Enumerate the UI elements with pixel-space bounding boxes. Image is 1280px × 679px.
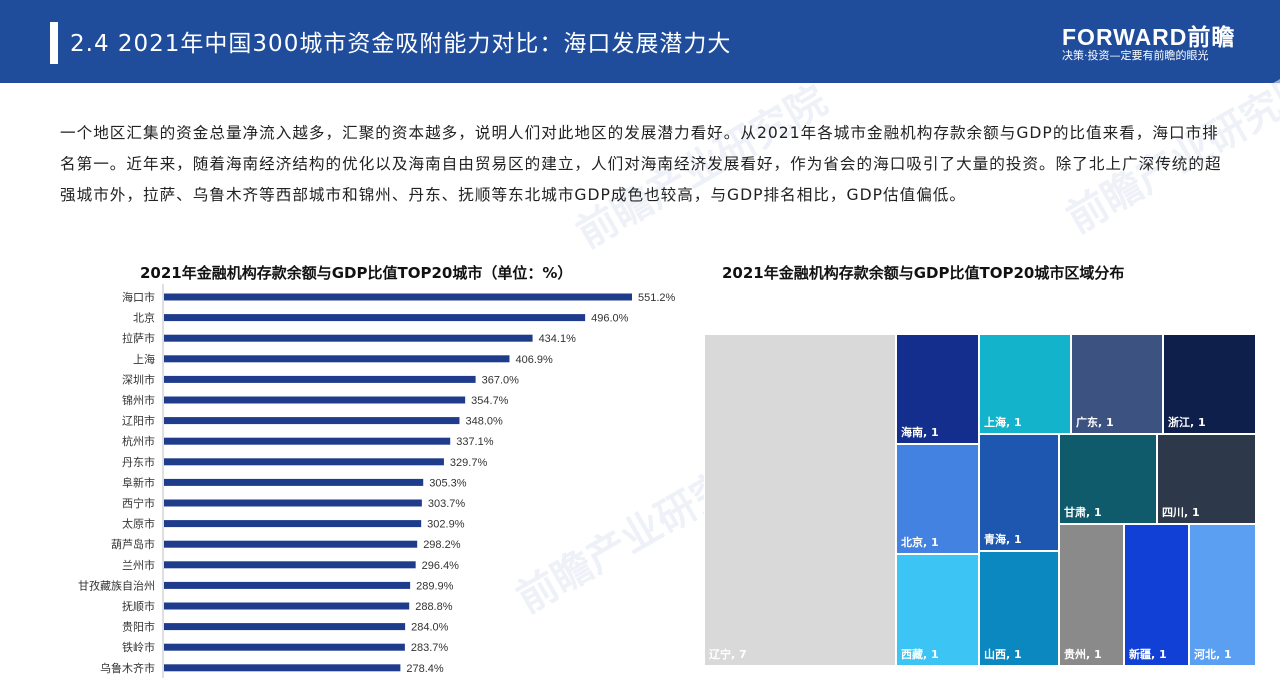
bar bbox=[164, 396, 466, 404]
value-label: 406.9% bbox=[515, 354, 553, 366]
treemap-cell bbox=[895, 334, 980, 445]
treemap-cell bbox=[1058, 523, 1125, 666]
bar bbox=[164, 602, 410, 610]
bar bbox=[164, 581, 411, 589]
category-label: 丹东市 bbox=[122, 455, 155, 469]
bar bbox=[164, 478, 424, 486]
value-label: 434.1% bbox=[539, 333, 577, 345]
value-label: 329.7% bbox=[450, 457, 488, 469]
category-label: 北京 bbox=[133, 311, 155, 325]
category-label: 拉萨市 bbox=[122, 331, 155, 345]
treemap-cell bbox=[895, 553, 980, 666]
treemap-cell bbox=[704, 334, 897, 666]
category-label: 太原市 bbox=[122, 517, 155, 531]
category-label: 甘孜藏族自治州 bbox=[78, 578, 155, 592]
value-label: 283.7% bbox=[411, 642, 449, 654]
header-accent bbox=[50, 22, 58, 64]
treemap-chart: 辽宁, 7 海南, 1 上海, 1 广东, 1 浙江, 1 北京, 1 青海, 1 甘肃, 1… bbox=[704, 334, 1256, 666]
treemap-title: 2021年金融机构存款余额与GDP比值TOP20城市区域分布 bbox=[722, 264, 1125, 282]
category-label: 深圳市 bbox=[122, 372, 155, 386]
intro-paragraph: 一个地区汇集的资金总量净流入越多，汇聚的资本越多，说明人们对此地区的发展潜力看好… bbox=[60, 124, 1222, 204]
treemap-label: 广东, 1 bbox=[1076, 415, 1114, 429]
treemap-cell bbox=[1123, 523, 1190, 666]
category-label: 西宁市 bbox=[122, 496, 155, 510]
value-label: 302.9% bbox=[427, 519, 465, 531]
bar bbox=[164, 664, 401, 672]
value-label: 298.2% bbox=[423, 539, 461, 551]
bar bbox=[164, 375, 476, 383]
treemap-label: 青海, 1 bbox=[984, 532, 1022, 546]
treemap-label: 河北, 1 bbox=[1194, 647, 1232, 661]
page-title: 2.4 2021年中国300城市资金吸附能力对比：海口发展潜力大 bbox=[70, 31, 732, 57]
bar bbox=[164, 499, 422, 507]
bar bbox=[164, 540, 418, 548]
bar-chart: 海口市 551.2% 北京 496.0% 拉萨市 434.1% 上海 406.9% 深圳市 367… bbox=[78, 284, 676, 678]
category-label: 阜新市 bbox=[122, 475, 155, 489]
value-label: 551.2% bbox=[638, 292, 676, 304]
value-label: 305.3% bbox=[429, 477, 467, 489]
value-label: 337.1% bbox=[456, 436, 494, 448]
category-label: 杭州市 bbox=[122, 434, 155, 448]
treemap-label: 四川, 1 bbox=[1162, 506, 1200, 519]
value-label: 367.0% bbox=[482, 374, 520, 386]
treemap-label: 上海, 1 bbox=[984, 415, 1022, 429]
value-label: 288.8% bbox=[415, 601, 453, 613]
category-label: 辽阳市 bbox=[122, 414, 155, 428]
category-label: 贵阳市 bbox=[122, 620, 155, 634]
category-label: 葫芦岛市 bbox=[111, 537, 155, 551]
category-label: 海口市 bbox=[122, 290, 155, 304]
bar bbox=[164, 293, 632, 301]
treemap-label: 辽宁, 7 bbox=[709, 647, 747, 661]
bar bbox=[164, 355, 510, 363]
treemap-cell bbox=[978, 334, 1072, 435]
treemap-cell bbox=[978, 433, 1060, 552]
category-label: 锦州市 bbox=[122, 393, 155, 407]
bar bbox=[164, 643, 405, 651]
treemap-label: 贵州, 1 bbox=[1064, 647, 1102, 661]
brand-logo: FORWARD前瞻 bbox=[1062, 24, 1236, 50]
bar-chart-title: 2021年金融机构存款余额与GDP比值TOP20城市（单位：%） bbox=[140, 264, 573, 282]
treemap-cell bbox=[978, 550, 1060, 666]
bar bbox=[164, 561, 416, 569]
value-label: 289.9% bbox=[416, 580, 454, 592]
value-label: 496.0% bbox=[591, 313, 629, 325]
treemap-label: 海南, 1 bbox=[901, 425, 939, 439]
bar bbox=[164, 458, 444, 466]
treemap-label: 西藏, 1 bbox=[901, 647, 939, 661]
category-label: 兰州市 bbox=[122, 558, 155, 572]
bar bbox=[164, 623, 406, 631]
header-bar: 2.4 2021年中国300城市资金吸附能力对比：海口发展潜力大 FORWARD… bbox=[0, 0, 1280, 83]
bar bbox=[164, 314, 586, 322]
treemap-label: 甘肃, 1 bbox=[1064, 505, 1102, 519]
treemap-cell bbox=[1070, 334, 1164, 435]
treemap-label: 北京, 1 bbox=[901, 535, 939, 549]
value-label: 296.4% bbox=[422, 560, 460, 572]
category-label: 乌鲁木齐市 bbox=[100, 661, 155, 675]
treemap-cell bbox=[1162, 334, 1256, 435]
value-label: 284.0% bbox=[411, 622, 449, 634]
bar bbox=[164, 334, 533, 342]
treemap-cell bbox=[1188, 523, 1256, 666]
category-label: 铁岭市 bbox=[122, 640, 155, 654]
category-label: 抚顺市 bbox=[122, 599, 155, 613]
treemap-label: 浙江, 1 bbox=[1168, 415, 1206, 429]
bar bbox=[164, 520, 422, 528]
bar bbox=[164, 417, 460, 425]
value-label: 303.7% bbox=[428, 498, 466, 510]
value-label: 354.7% bbox=[471, 395, 509, 407]
brand-slogan: 决策·投资—定要有前瞻的眼光 bbox=[1062, 49, 1209, 62]
treemap-cell bbox=[1058, 433, 1158, 525]
treemap-label: 山西, 1 bbox=[984, 647, 1022, 661]
category-label: 上海 bbox=[133, 352, 155, 366]
bar bbox=[164, 437, 451, 445]
value-label: 348.0% bbox=[465, 416, 503, 428]
value-label: 278.4% bbox=[406, 663, 444, 675]
treemap-label: 新疆, 1 bbox=[1129, 647, 1167, 661]
